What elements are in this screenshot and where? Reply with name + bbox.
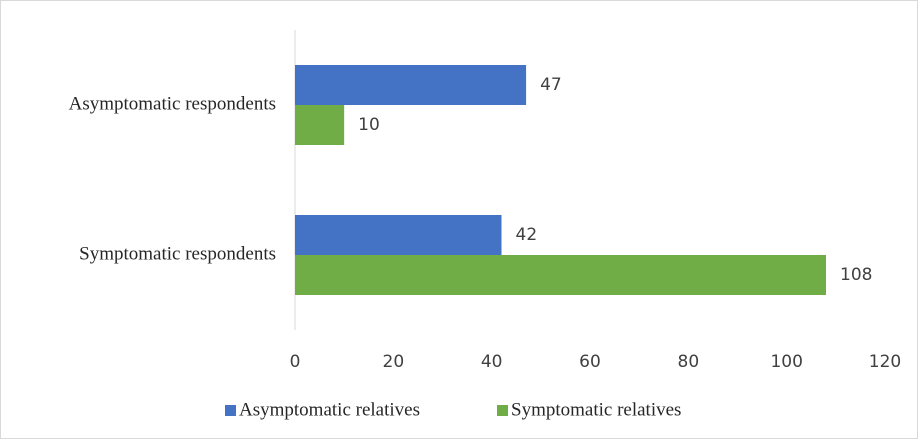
- x-tick-label: 20: [383, 352, 405, 372]
- bar: [295, 215, 502, 255]
- bar: [295, 255, 826, 295]
- x-tick-label: 120: [869, 352, 901, 372]
- legend-swatch: [497, 405, 508, 416]
- x-tick-label: 60: [579, 352, 601, 372]
- data-label: 42: [516, 225, 538, 245]
- y-tick-label: Asymptomatic respondents: [69, 93, 276, 114]
- data-label: 10: [358, 115, 380, 135]
- legend-label: Symptomatic relatives: [511, 399, 681, 420]
- x-tick-label: 80: [678, 352, 700, 372]
- bar: [295, 65, 527, 105]
- y-tick-label: Symptomatic respondents: [79, 243, 276, 264]
- legend-label: Asymptomatic relatives: [239, 399, 420, 420]
- x-tick-label: 100: [770, 352, 802, 372]
- data-label: 47: [540, 75, 562, 95]
- legend-swatch: [225, 405, 236, 416]
- bar: [295, 105, 345, 145]
- x-tick-label: 40: [481, 352, 503, 372]
- x-tick-label: 0: [290, 352, 301, 372]
- data-label: 108: [840, 265, 872, 285]
